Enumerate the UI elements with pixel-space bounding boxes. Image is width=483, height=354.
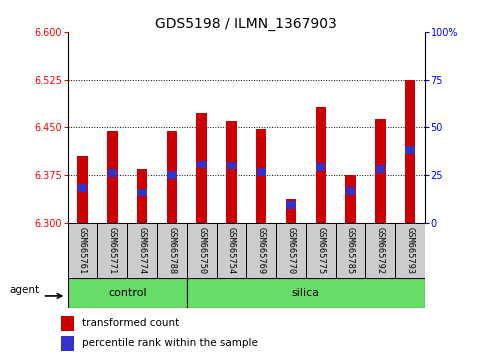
Bar <box>405 146 415 154</box>
Bar <box>346 187 355 195</box>
Bar <box>98 223 127 278</box>
Text: silica: silica <box>292 288 320 298</box>
Bar <box>246 223 276 278</box>
Bar <box>157 223 187 278</box>
Bar <box>276 223 306 278</box>
Bar <box>68 278 187 308</box>
Bar <box>78 184 87 192</box>
Bar <box>107 131 117 223</box>
Text: GSM665754: GSM665754 <box>227 227 236 274</box>
Text: control: control <box>108 288 146 298</box>
Bar <box>167 171 177 179</box>
Text: GSM665774: GSM665774 <box>138 227 146 274</box>
Bar <box>336 223 366 278</box>
Bar <box>256 168 266 176</box>
Bar <box>167 131 177 223</box>
Bar <box>197 113 207 223</box>
Text: GSM665788: GSM665788 <box>168 227 176 274</box>
Bar <box>137 189 147 196</box>
Text: GSM665785: GSM665785 <box>346 227 355 274</box>
Bar <box>375 119 385 223</box>
Bar <box>108 170 117 177</box>
Text: GSM665750: GSM665750 <box>197 227 206 274</box>
Text: GSM665775: GSM665775 <box>316 227 325 274</box>
Bar <box>405 80 415 223</box>
Bar <box>197 161 206 168</box>
Text: GSM665792: GSM665792 <box>376 227 385 274</box>
Text: GSM665769: GSM665769 <box>257 227 266 274</box>
Bar <box>306 223 336 278</box>
Bar <box>286 199 296 223</box>
Text: transformed count: transformed count <box>82 318 180 328</box>
Bar <box>345 175 356 223</box>
Bar <box>127 223 157 278</box>
Bar <box>187 278 425 308</box>
Bar <box>227 162 236 170</box>
Text: percentile rank within the sample: percentile rank within the sample <box>82 338 258 348</box>
Bar <box>376 165 385 173</box>
Bar <box>187 223 216 278</box>
Bar <box>61 316 74 331</box>
Bar <box>226 121 237 223</box>
Text: GSM665761: GSM665761 <box>78 227 87 274</box>
Bar <box>137 169 147 223</box>
Bar <box>256 129 267 223</box>
Bar <box>316 163 326 171</box>
Bar <box>286 201 296 209</box>
Text: agent: agent <box>10 285 40 295</box>
Title: GDS5198 / ILMN_1367903: GDS5198 / ILMN_1367903 <box>156 17 337 31</box>
Bar <box>315 107 326 223</box>
Bar <box>61 336 74 350</box>
Bar <box>366 223 395 278</box>
Text: GSM665793: GSM665793 <box>406 227 414 274</box>
Text: GSM665771: GSM665771 <box>108 227 117 274</box>
Bar <box>77 156 88 223</box>
Bar <box>395 223 425 278</box>
Text: GSM665770: GSM665770 <box>286 227 296 274</box>
Bar <box>216 223 246 278</box>
Bar <box>68 223 98 278</box>
